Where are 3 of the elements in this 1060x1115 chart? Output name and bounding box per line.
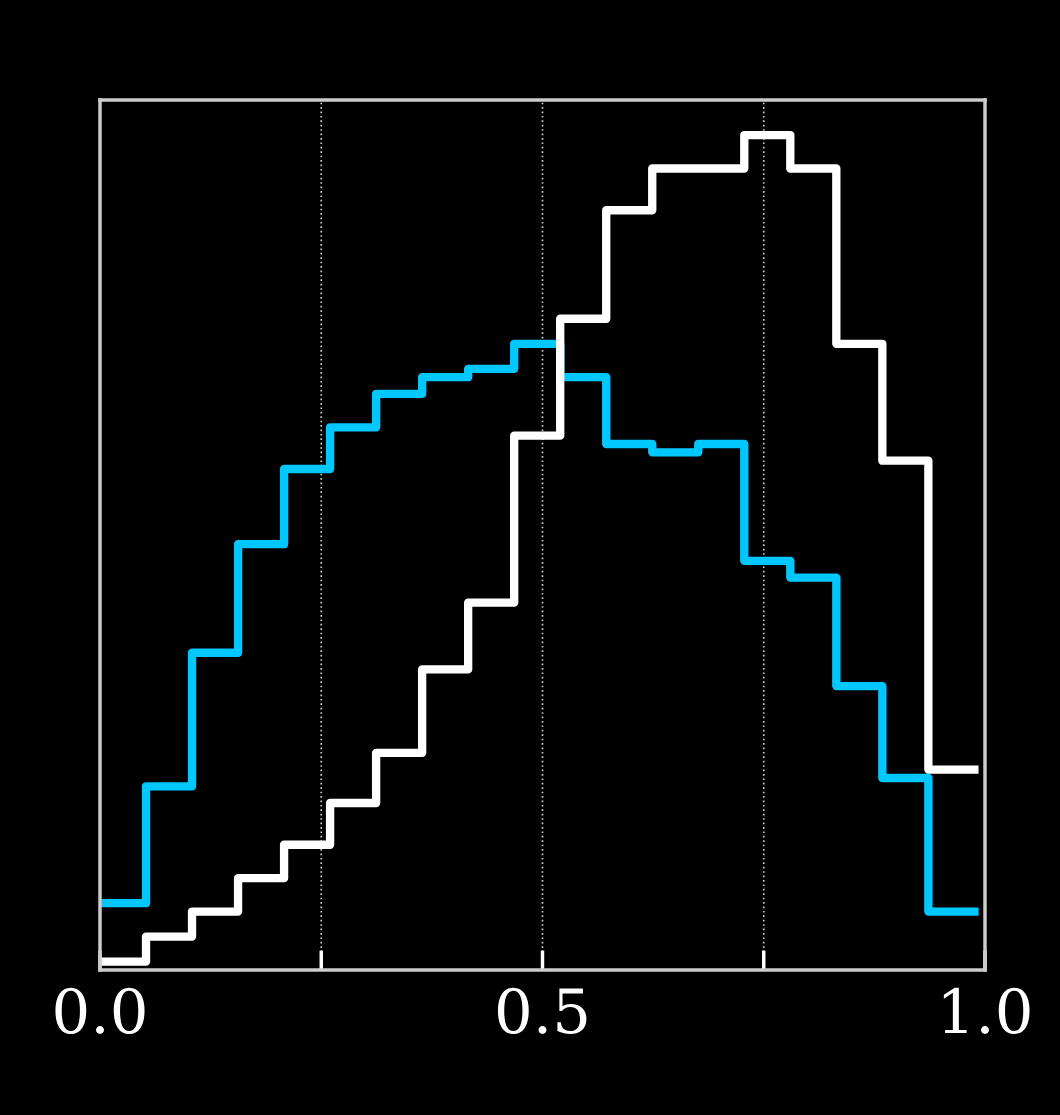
x-tick-label: 0.5 xyxy=(497,987,587,1034)
x-tick-label: 1.0 xyxy=(943,987,1030,1034)
x-tick-label: 0.0 xyxy=(55,987,145,1034)
